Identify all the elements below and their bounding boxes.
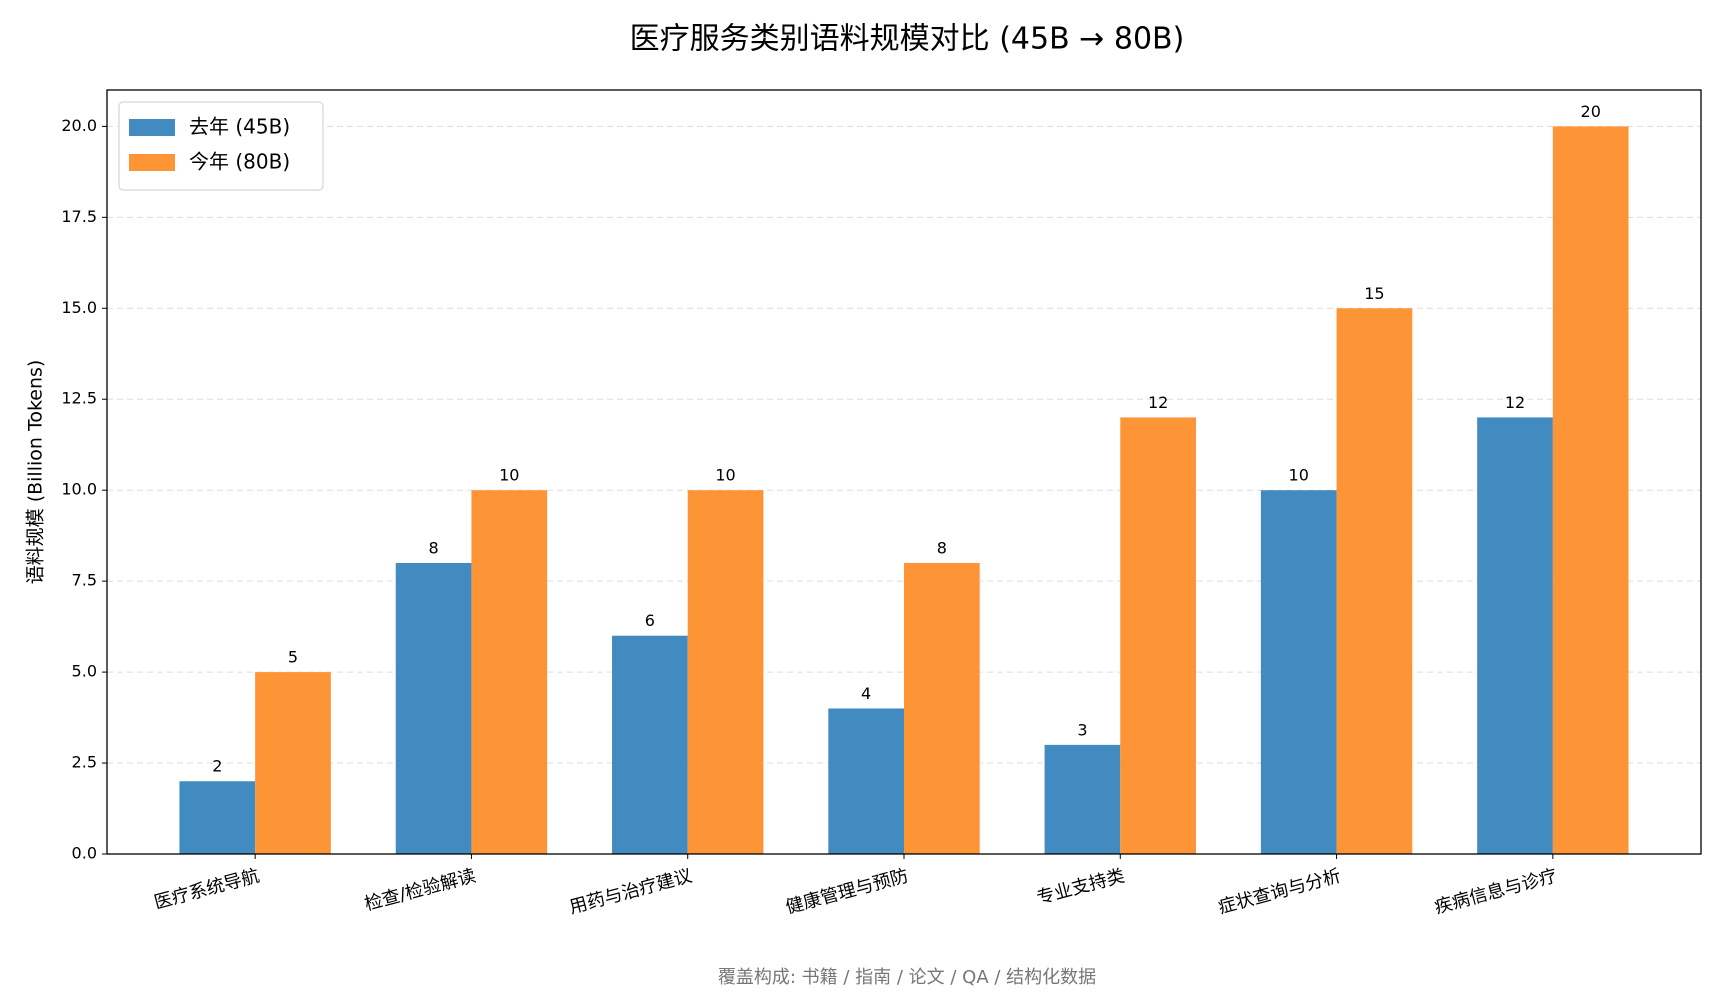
y-tick-label: 0.0: [72, 844, 97, 863]
plot-frame: [106, 89, 1702, 855]
x-tick-label: 健康管理与预防: [783, 865, 910, 918]
value-label: 3: [1077, 720, 1087, 739]
bar: [1044, 744, 1121, 854]
value-label: 12: [1148, 393, 1168, 412]
value-label: 20: [1581, 102, 1601, 121]
value-label: 8: [937, 538, 947, 557]
value-label: 12: [1505, 393, 1525, 412]
y-tick-label: 10.0: [61, 480, 97, 499]
y-tick-label: 7.5: [72, 571, 97, 590]
value-label: 8: [428, 538, 438, 557]
value-label: 10: [715, 466, 735, 485]
bar: [612, 635, 688, 854]
y-tick-label: 20.0: [61, 116, 97, 135]
bar: [904, 562, 980, 854]
x-tick-label: 医疗系统导航: [152, 865, 262, 913]
y-tick-label: 17.5: [61, 207, 97, 226]
value-label: 10: [1289, 466, 1309, 485]
bar: [255, 672, 331, 854]
y-tick-label: 15.0: [61, 298, 97, 317]
value-label: 4: [861, 684, 871, 703]
bar: [1120, 417, 1196, 854]
y-axis-label: 语料规模 (Billion Tokens): [25, 360, 47, 585]
x-tick-label: 检查/检验解读: [362, 865, 478, 915]
legend-swatch: [129, 154, 175, 171]
x-tick-label: 疾病信息与诊疗: [1432, 865, 1559, 918]
y-tick-label: 12.5: [61, 389, 97, 408]
bar: [1260, 490, 1337, 854]
y-tick-label: 5.0: [72, 662, 97, 681]
bar: [179, 781, 256, 854]
value-label: 15: [1364, 284, 1384, 303]
bar: [395, 562, 472, 854]
bar: [1336, 308, 1413, 854]
y-tick-label: 2.5: [72, 753, 97, 772]
footnote: 覆盖构成: 书籍 / 指南 / 论文 / QA / 结构化数据: [718, 967, 1096, 988]
value-label: 5: [288, 648, 298, 667]
bar: [1477, 417, 1553, 854]
bar: [1552, 126, 1629, 854]
legend-swatch: [129, 119, 175, 136]
bar: [687, 490, 764, 854]
legend-label: 去年 (45B): [189, 115, 290, 139]
legend: 去年 (45B) 今年 (80B): [118, 101, 324, 191]
value-label: 10: [499, 466, 519, 485]
bar: [828, 708, 904, 854]
x-tick-label: 症状查询与分析: [1216, 865, 1343, 918]
value-label: 6: [645, 611, 655, 630]
chart-title: 医疗服务类别语料规模对比 (45B → 80B): [630, 22, 1185, 57]
x-tick-label: 专业支持类: [1035, 865, 1127, 909]
value-label: 2: [212, 757, 222, 776]
bar: [471, 490, 548, 854]
legend-label: 今年 (80B): [189, 150, 290, 174]
x-tick-label: 用药与治疗建议: [567, 865, 694, 918]
